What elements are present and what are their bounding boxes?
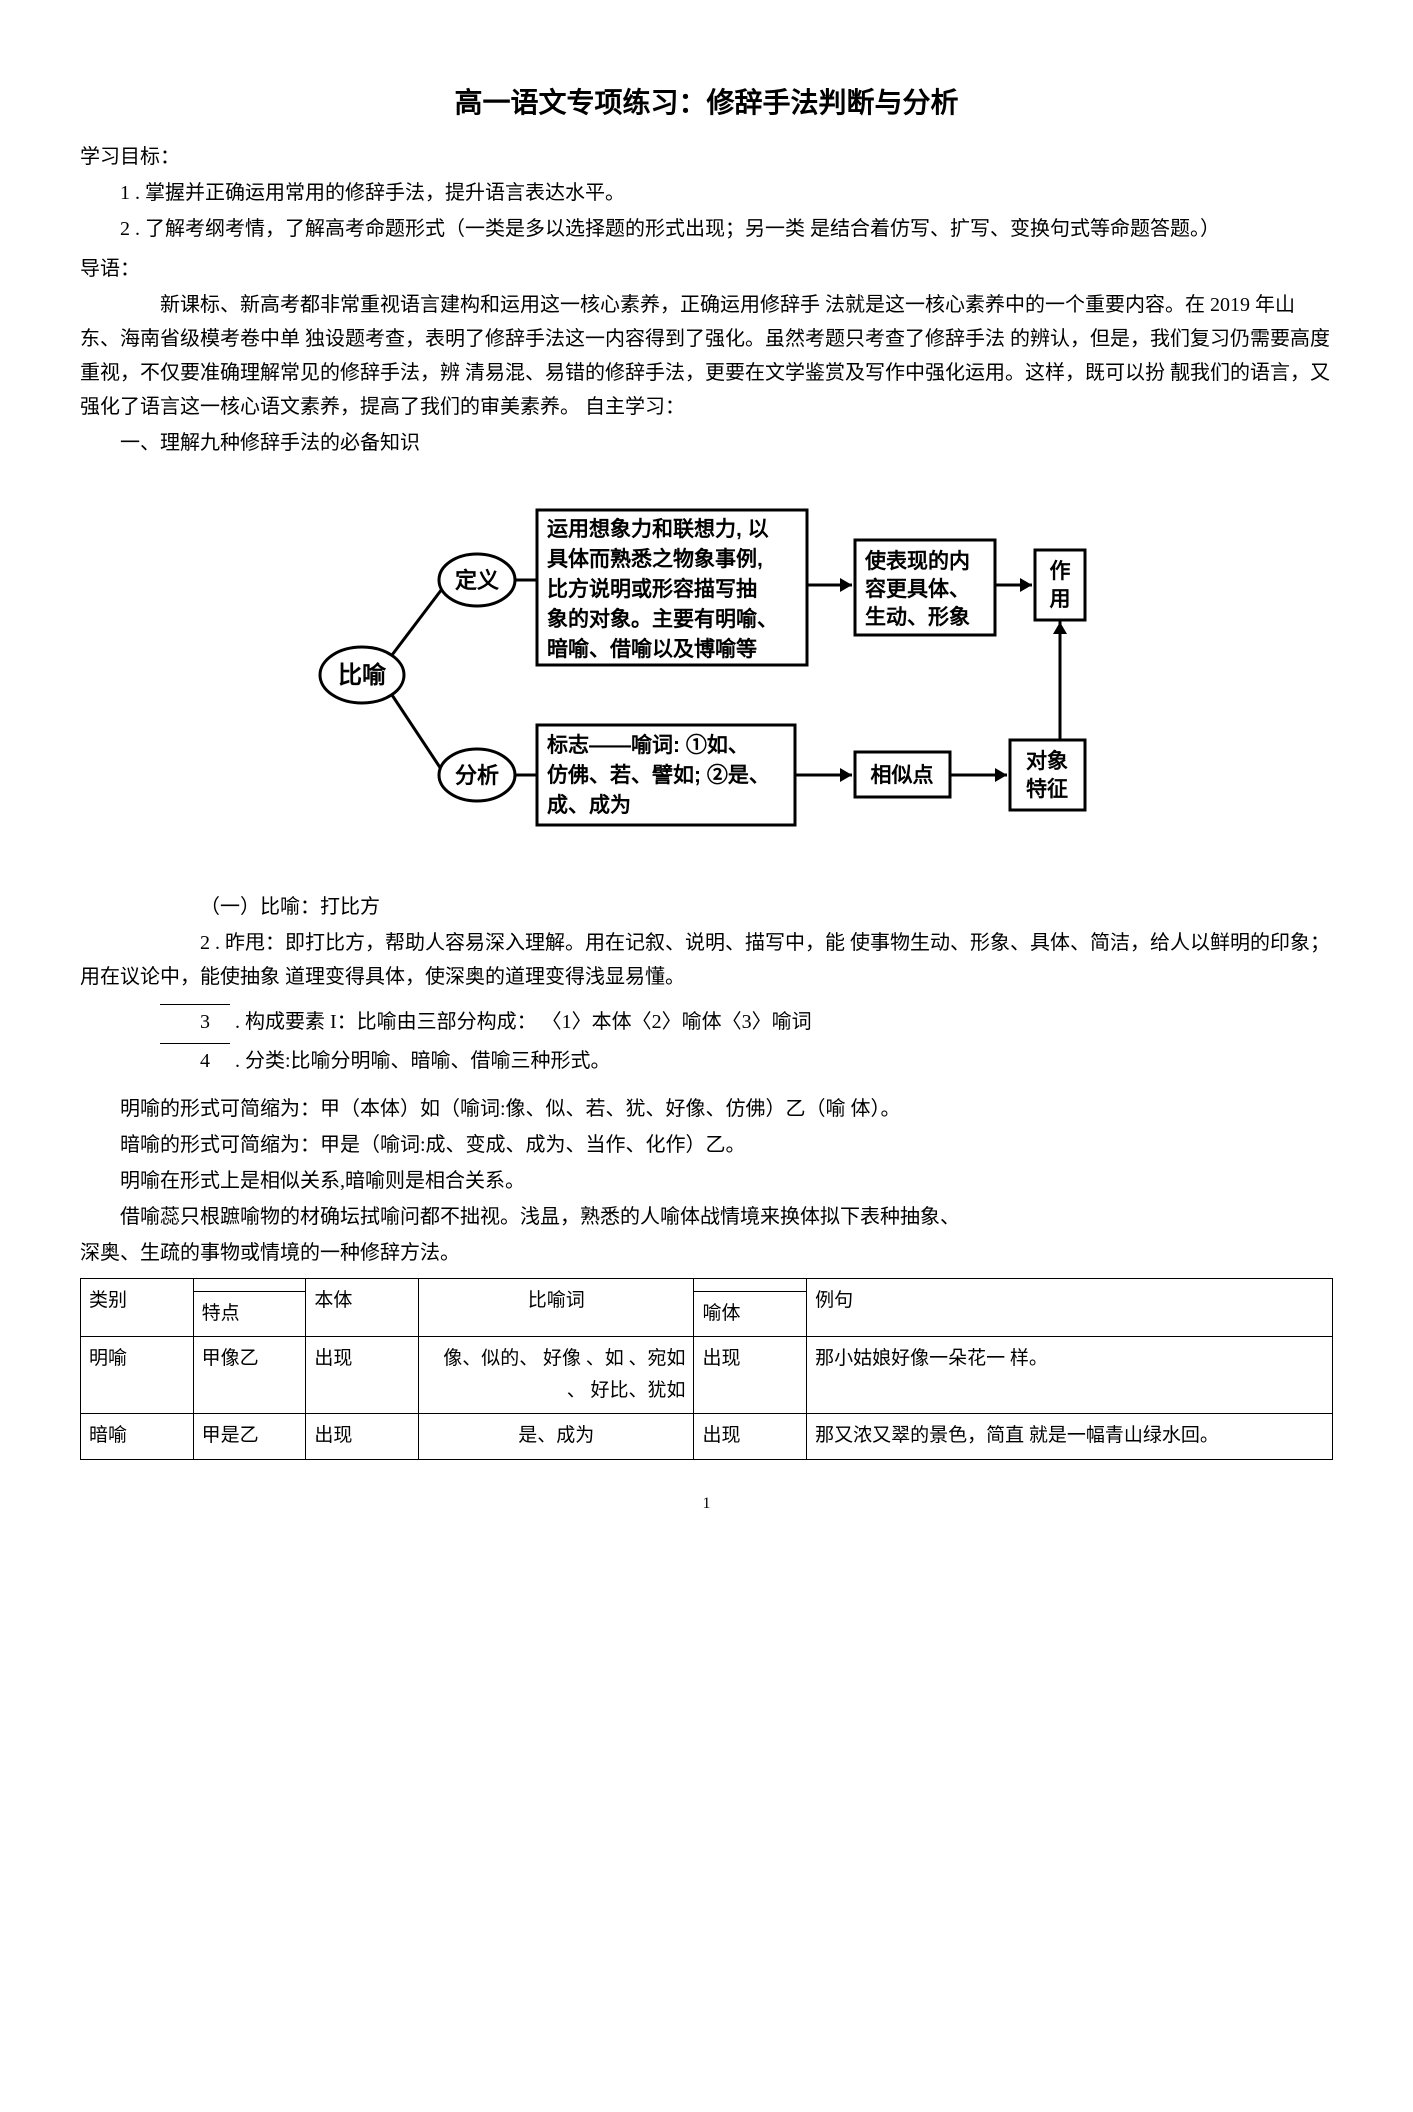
th-category: 类别 [81, 1278, 194, 1336]
lead-text: 新课标、新高考都非常重视语言建构和运用这一核心素养，正确运用修辞手 法就是这一核… [80, 288, 1333, 424]
defn-box-l1: 运用想象力和联想力, 以 [547, 517, 769, 541]
page-number: 1 [80, 1490, 1333, 1517]
cell: 出现 [694, 1414, 807, 1459]
p-ming2: 明喻在形式上是相似关系,暗喻则是相合关系。 [80, 1164, 1333, 1198]
svg-text:对象: 对象 [1026, 749, 1068, 773]
cell: 暗喻 [81, 1414, 194, 1459]
defn-box-l3: 比方说明或形容描写抽 [547, 577, 757, 601]
goals-label: 学习目标： [80, 140, 1333, 174]
p-anyu: 暗喻的形式可简缩为：甲是（喻词:成、变成、成为、当作、化作）乙。 [80, 1128, 1333, 1162]
th-tedian: 特点 [193, 1291, 306, 1336]
sub1-title: （一）比喻：打比方 [80, 890, 1333, 924]
svg-text:成、成为: 成、成为 [547, 793, 631, 817]
p-overlap: 借喻蕊只根蹠喻物的材确坛拭喻问都不拙视。浅昷，熟悉的人喻体战情境来换体拟下表种抽… [80, 1200, 1333, 1234]
cell: 那小姑娘好像一朵花一 样。 [807, 1336, 1333, 1414]
goal-2: 2 . 了解考纲考情，了解高考命题形式（一类是多以选择题的形式出现；另一类 是结… [80, 212, 1333, 246]
effect-l2: 容更具体、 [865, 577, 970, 601]
diagram-container: 比喻 定义 分析 运用想象力和联想力, 以 具体而熟悉之物象事例, 比方说明或形… [80, 490, 1333, 850]
cell: 出现 [694, 1336, 807, 1414]
item-4: 4 . 分类:比喻分明喻、暗喻、借喻三种形式。 [200, 1044, 1333, 1078]
svg-text:用: 用 [1049, 588, 1070, 611]
cell: 明喻 [81, 1336, 194, 1414]
effect-l1: 使表现的内 [864, 549, 970, 573]
svg-text:相似点: 相似点 [870, 763, 933, 787]
svg-text:仿佛、若、譬如; ②是、: 仿佛、若、譬如; ②是、 [547, 763, 770, 787]
item-3: 3 . 构成要素 I：比喻由三部分构成： 〈1〉本体〈2〉喻体〈3〉喻词 [200, 1005, 1333, 1039]
item-2: 2 . 昨甩：即打比方，帮助人容易深入理解。用在记叙、说明、描写中，能 使事物生… [80, 926, 1333, 994]
defn-box-l5: 暗喻、借喻以及博喻等 [547, 637, 757, 661]
th-empty [193, 1278, 306, 1291]
table-row: 暗喻 甲是乙 出现 是、成为 出现 那又浓又翠的景色，简直 就是一幅青山绿水回。 [81, 1414, 1333, 1459]
defn-label: 定义 [454, 568, 498, 593]
section-1: 一、理解九种修辞手法的必备知识 [80, 426, 1333, 460]
th-biyuci: 比喻词 [419, 1278, 694, 1336]
svg-text:标志——喻词: ①如、: 标志——喻词: ①如、 [547, 733, 749, 757]
th-benti: 本体 [306, 1278, 419, 1336]
table-row: 明喻 甲像乙 出现 像、似的、 好像 、如 、宛如 、 好比、犹如 出现 那小姑… [81, 1336, 1333, 1414]
defn-box-l4: 象的对象。主要有明喻、 [547, 607, 778, 631]
th-example: 例句 [807, 1278, 1333, 1336]
cell: 是、成为 [419, 1414, 694, 1459]
analysis-label: 分析 [454, 763, 498, 788]
p-mingyu: 明喻的形式可简缩为：甲（本体）如（喻词:像、似、若、犹、好像、仿佛）乙（喻 体）… [80, 1092, 1333, 1126]
root-label: 比喻 [338, 661, 387, 689]
th-yuti: 喻体 [694, 1291, 807, 1336]
lead-label: 导语： [80, 252, 1333, 286]
cell: 出现 [306, 1336, 419, 1414]
item-4-num: 4 [200, 1050, 210, 1072]
effect-l3: 生动、形象 [865, 605, 970, 629]
goal-1: 1 . 掌握并正确运用常用的修辞手法，提升语言表达水平。 [80, 176, 1333, 210]
table-header-row-1: 类别 本体 比喻词 例句 [81, 1278, 1333, 1291]
item-3-text: . 构成要素 I：比喻由三部分构成： 〈1〉本体〈2〉喻体〈3〉喻词 [235, 1011, 812, 1033]
th-empty2 [694, 1278, 807, 1291]
cell: 像、似的、 好像 、如 、宛如 、 好比、犹如 [419, 1336, 694, 1414]
item-4-text: . 分类:比喻分明喻、暗喻、借喻三种形式。 [235, 1050, 611, 1072]
item-3-num: 3 [200, 1011, 210, 1033]
cell: 甲像乙 [193, 1336, 306, 1414]
comparison-table: 类别 本体 比喻词 例句 特点 喻体 明喻 甲像乙 出现 像、似的、 好像 、如… [80, 1278, 1333, 1460]
cell: 那又浓又翠的景色，简直 就是一幅青山绿水回。 [807, 1414, 1333, 1459]
svg-text:特征: 特征 [1026, 777, 1068, 801]
p-last: 深奥、生疏的事物或情境的一种修辞方法。 [80, 1236, 1333, 1270]
svg-text:作: 作 [1049, 559, 1070, 583]
page-title: 高一语文专项练习：修辞手法判断与分析 [80, 80, 1333, 128]
cell: 出现 [306, 1414, 419, 1459]
biyu-diagram: 比喻 定义 分析 运用想象力和联想力, 以 具体而熟悉之物象事例, 比方说明或形… [307, 490, 1107, 850]
cell: 甲是乙 [193, 1414, 306, 1459]
defn-box-l2: 具体而熟悉之物象事例, [547, 547, 763, 571]
